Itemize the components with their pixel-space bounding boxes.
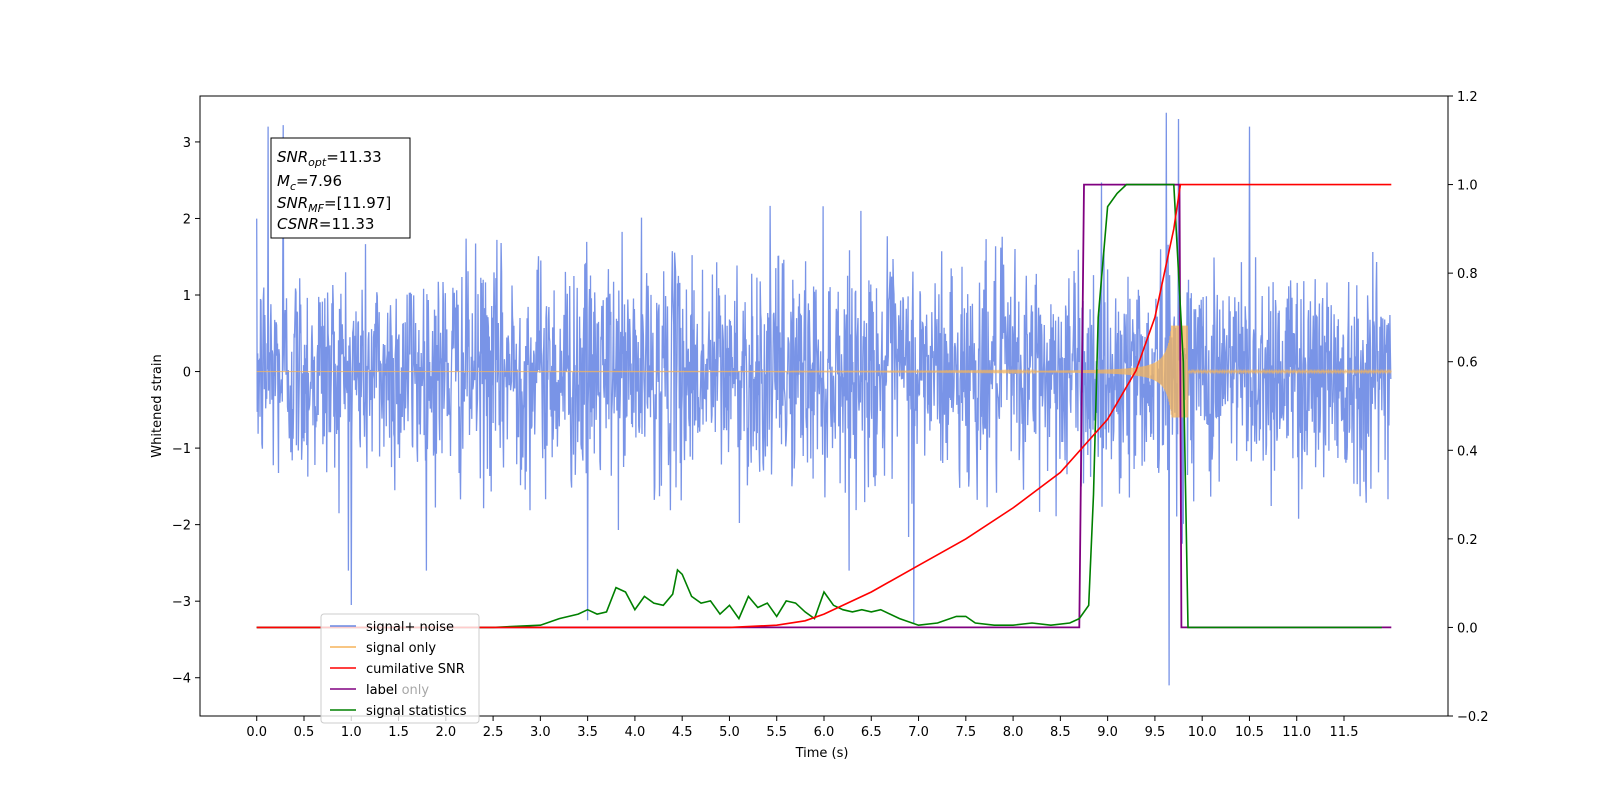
legend-label-signal-only: signal only bbox=[366, 641, 436, 656]
x-tick-label: 7.0 bbox=[908, 725, 929, 740]
legend-label-label-only: label only bbox=[366, 683, 429, 698]
series-signal-only bbox=[256, 325, 1392, 418]
x-tick-label: 6.0 bbox=[814, 725, 835, 740]
x-tick-label: 0.5 bbox=[294, 725, 315, 740]
x-tick-label: 9.5 bbox=[1145, 725, 1166, 740]
x-tick-label: 1.0 bbox=[341, 725, 362, 740]
x-tick-label: 11.0 bbox=[1282, 725, 1311, 740]
x-tick-label: 9.0 bbox=[1097, 725, 1118, 740]
y-right-tick-label: −0.2 bbox=[1457, 710, 1489, 725]
series-cumulative-snr bbox=[256, 183, 1392, 629]
y-axis-right: 1.2 1.0 0.8 0.6 0.4 0.2 0.0 −0.2 bbox=[1448, 90, 1489, 725]
series-signal-noise bbox=[256, 112, 1392, 686]
y-tick-label: −4 bbox=[172, 672, 191, 687]
plot-area bbox=[256, 112, 1392, 686]
legend-label-signal-statistics: signal statistics bbox=[366, 704, 467, 719]
y-right-tick-label: 0.0 bbox=[1457, 621, 1478, 636]
x-tick-label: 10.0 bbox=[1188, 725, 1217, 740]
x-tick-label: 5.0 bbox=[719, 725, 740, 740]
x-tick-label: 3.0 bbox=[530, 725, 551, 740]
snr-annotation-box: SNRopt=11.33 Mc=7.96 SNRMF=[11.97] CSNR=… bbox=[270, 137, 411, 239]
x-tick-label: 8.5 bbox=[1050, 725, 1071, 740]
x-tick-label: 0.0 bbox=[246, 725, 267, 740]
y-axis-label: Whitened strain bbox=[150, 354, 165, 457]
x-axis: 0.0 0.5 1.0 1.5 2.0 2.5 3.0 3.5 4.0 4.5 5.0 5.5 6.0 6… bbox=[246, 716, 1358, 740]
annotation-csnr: CSNR=11.33 bbox=[277, 215, 374, 233]
x-tick-label: 1.5 bbox=[388, 725, 409, 740]
legend-label-signal-noise: signal+ noise bbox=[366, 620, 454, 635]
y-tick-label: 3 bbox=[183, 136, 191, 151]
y-right-tick-label: 0.8 bbox=[1457, 267, 1478, 282]
y-right-tick-label: 0.2 bbox=[1457, 533, 1478, 548]
x-tick-label: 5.5 bbox=[766, 725, 787, 740]
annotation-snr-opt: SNRopt=11.33 bbox=[277, 148, 382, 169]
series-signal-statistics bbox=[256, 183, 1382, 629]
y-tick-label: −1 bbox=[172, 442, 191, 457]
x-axis-label: Time (s) bbox=[795, 746, 849, 761]
x-tick-label: 3.5 bbox=[577, 725, 598, 740]
annotation-mc: Mc=7.96 bbox=[277, 172, 342, 193]
x-tick-label: 2.0 bbox=[435, 725, 456, 740]
x-tick-label: 4.5 bbox=[672, 725, 693, 740]
x-tick-label: 7.5 bbox=[955, 725, 976, 740]
x-tick-label: 11.5 bbox=[1330, 725, 1359, 740]
annotation-snr-mf: SNRMF=[11.97] bbox=[277, 194, 391, 215]
y-tick-label: 2 bbox=[183, 212, 191, 227]
legend: signal+ noise signal only cumilative SNR… bbox=[320, 613, 480, 724]
y-tick-label: −2 bbox=[172, 519, 191, 534]
y-right-tick-label: 1.2 bbox=[1457, 90, 1478, 105]
y-tick-label: 1 bbox=[183, 289, 191, 304]
y-tick-label: 0 bbox=[183, 366, 191, 381]
y-axis-left: 3 2 1 0 −1 −2 −3 −4 bbox=[172, 136, 200, 687]
y-right-tick-label: 0.6 bbox=[1457, 356, 1478, 371]
x-tick-label: 10.5 bbox=[1235, 725, 1264, 740]
y-right-tick-label: 0.4 bbox=[1457, 444, 1478, 459]
y-tick-label: −3 bbox=[172, 595, 191, 610]
y-right-tick-label: 1.0 bbox=[1457, 179, 1478, 194]
x-tick-label: 4.0 bbox=[625, 725, 646, 740]
legend-label-cumulative-snr: cumilative SNR bbox=[366, 662, 465, 677]
x-tick-label: 2.5 bbox=[483, 725, 504, 740]
x-tick-label: 6.5 bbox=[861, 725, 882, 740]
legend-label-label: label bbox=[366, 683, 397, 698]
x-tick-label: 8.0 bbox=[1003, 725, 1024, 740]
